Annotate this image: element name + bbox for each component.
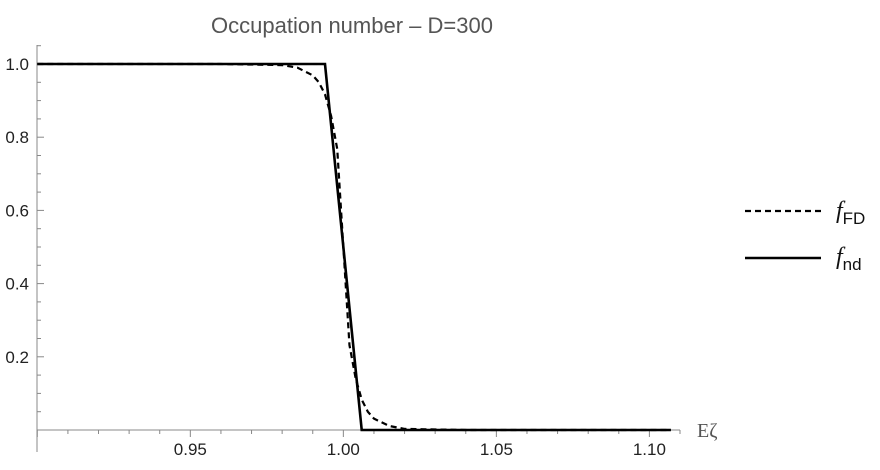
chart-title: Occupation number – D=300: [211, 13, 493, 38]
legend-label-fnd: fnd: [836, 244, 862, 274]
legend-label-fnd-sub: nd: [843, 255, 862, 274]
x-tick-label-3: 1.10: [633, 440, 666, 459]
legend-label-fFD-sub: FD: [843, 209, 866, 228]
y-ticks: [37, 45, 44, 413]
y-tick-label-0: 0.2: [5, 348, 29, 367]
legend-label-fFD: fFD: [836, 198, 865, 228]
legend-label-fnd-main: f: [836, 244, 846, 270]
x-tick-label-0: 0.95: [174, 440, 207, 459]
series-fFD-line: [37, 62, 671, 432]
y-tick-label-4: 1.0: [5, 55, 29, 74]
series-fnd-line: [37, 62, 671, 432]
y-tick-label-3: 0.8: [5, 128, 29, 147]
x-tick-label-2: 1.05: [480, 440, 513, 459]
x-tick-label-1: 1.00: [327, 440, 360, 459]
y-tick-label-1: 0.4: [5, 275, 29, 294]
y-tick-label-2: 0.6: [5, 201, 29, 220]
x-ticks: [36, 430, 681, 437]
legend-label-fFD-main: f: [836, 198, 846, 224]
legend: fFD fnd: [745, 198, 865, 274]
x-axis-label: Eζ: [697, 420, 718, 442]
